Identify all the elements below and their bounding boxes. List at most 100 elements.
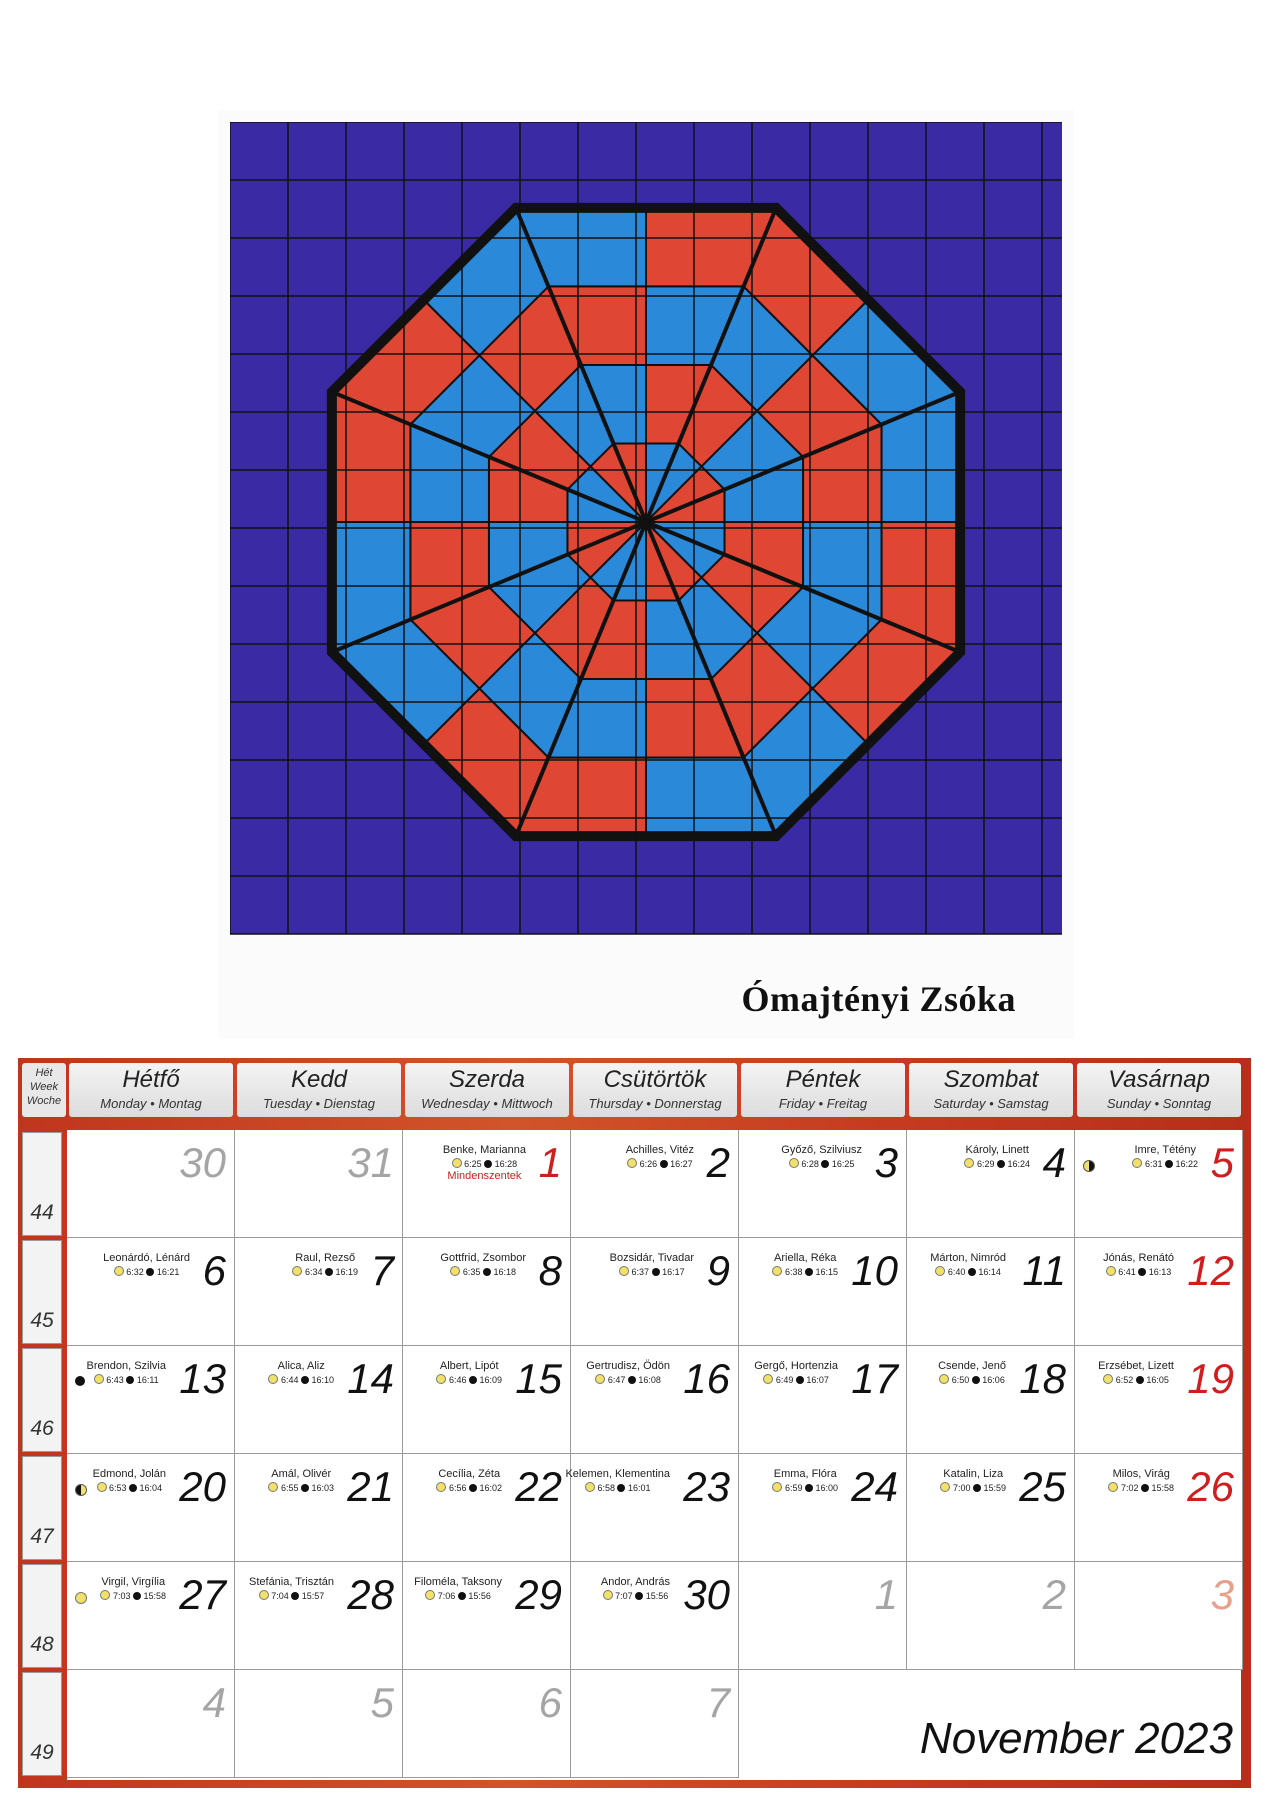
day-cell[interactable]: 30 Andor, András 7:07 15:56: [571, 1562, 739, 1670]
sunrise-icon: [100, 1590, 111, 1600]
day-cell[interactable]: 3: [1075, 1562, 1243, 1670]
sunrise-time: 7:04: [268, 1591, 292, 1601]
week-column-header: Hét Week Woche: [22, 1063, 66, 1117]
name-day-text: Katalin, Liza: [943, 1468, 1004, 1480]
sunset-time: 15:56: [643, 1591, 669, 1601]
day-number: 30: [179, 1139, 226, 1186]
sunrise-icon: [113, 1266, 124, 1276]
day-cell[interactable]: 24 Emma, Flóra 6:59 16:00: [739, 1454, 907, 1562]
day-cell[interactable]: 28 Stefánia, Trisztán 7:04 15:57: [235, 1562, 403, 1670]
week-label-de: Woche: [26, 1095, 62, 1107]
sunset-icon: [1164, 1160, 1173, 1168]
sunrise-icon: [939, 1374, 950, 1384]
day-cell[interactable]: 29 Filoméla, Taksony 7:06 15:56: [403, 1562, 571, 1670]
day-cell[interactable]: 27 Virgil, Virgília 7:03 15:58: [67, 1562, 235, 1670]
day-header-6: Vasárnap Sunday • Sonntag: [1077, 1063, 1241, 1117]
day-cell[interactable]: 15 Albert, Lipót 6:46 16:09: [403, 1346, 571, 1454]
sunrise-time: 6:40: [945, 1267, 968, 1277]
day-cell[interactable]: 7: [571, 1670, 739, 1778]
sunset-time: 15:57: [299, 1591, 325, 1601]
sunset-time: 16:24: [1004, 1159, 1030, 1169]
week-label-en: Week: [30, 1081, 58, 1093]
sunrise-time: 6:49: [773, 1375, 796, 1385]
calendar-grid: 30 31 1 Benke, Marianna 6:25 16:28 Mindensze…: [67, 1130, 1243, 1780]
day-cell[interactable]: 9 Bozsidár, Tivadar 6:37 16:17: [571, 1238, 739, 1346]
month-title: November 2023: [919, 1714, 1233, 1763]
day-cell[interactable]: 1: [739, 1562, 907, 1670]
day-number: 11: [1022, 1247, 1066, 1294]
sunrise-time: 6:55: [278, 1483, 301, 1493]
sunrise-time: 6:44: [278, 1375, 301, 1385]
name-day: Achilles, Vitéz 6:26 16:27: [626, 1144, 694, 1169]
day-cell[interactable]: 5: [235, 1670, 403, 1778]
day-cell[interactable]: 13 Brendon, Szilvia 6:43 16:11: [67, 1346, 235, 1454]
day-cell[interactable]: 12 Jónás, Renátó 6:41 16:13: [1075, 1238, 1243, 1346]
day-number: 15: [515, 1355, 562, 1402]
day-number: 4: [1042, 1139, 1066, 1186]
sun-times: 6:29 16:24: [964, 1158, 1030, 1169]
art-spoke: [644, 521, 778, 837]
sunset-icon: [627, 1376, 636, 1384]
sun-times: 6:26 16:27: [626, 1158, 694, 1169]
day-cell[interactable]: 16 Gertrudisz, Ödön 6:47 16:08: [571, 1346, 739, 1454]
sunrise-icon: [425, 1590, 436, 1600]
day-cell[interactable]: 20 Edmond, Jolán 6:53 16:04: [67, 1454, 235, 1562]
name-day-text: Milos, Virág: [1112, 1468, 1170, 1480]
day-cell[interactable]: 2 Achilles, Vitéz 6:26 16:27: [571, 1130, 739, 1238]
sunset-time: 16:13: [1146, 1267, 1172, 1277]
day-cell[interactable]: 26 Milos, Virág 7:02 15:58: [1075, 1454, 1243, 1562]
day-cell[interactable]: 6 Leonárdó, Lénárd 6:32 16:21: [67, 1238, 235, 1346]
sunrise-icon: [602, 1590, 613, 1600]
day-number: 6: [538, 1679, 562, 1726]
day-cell[interactable]: 10 Ariella, Réka 6:38 16:15: [739, 1238, 907, 1346]
sunset-icon: [651, 1268, 660, 1276]
sun-times: 6:40 16:14: [930, 1266, 1006, 1277]
day-cell[interactable]: 23 Kelemen, Klementina 6:58 16:01: [565, 1454, 739, 1562]
artwork-drawing: [230, 122, 1062, 935]
sunrise-time: 6:35: [460, 1267, 483, 1277]
day-cell[interactable]: 1 Benke, Marianna 6:25 16:28 Mindenszentek: [403, 1130, 571, 1238]
day-cell[interactable]: 6: [403, 1670, 571, 1778]
day-cell[interactable]: 30: [67, 1130, 235, 1238]
sunrise-time: 6:47: [605, 1375, 628, 1385]
sunrise-icon: [292, 1266, 303, 1276]
name-day-text: Gertrudisz, Ödön: [586, 1360, 670, 1372]
day-cell[interactable]: 31: [235, 1130, 403, 1238]
sunset-time: 16:09: [476, 1375, 502, 1385]
day-number: 25: [1019, 1463, 1066, 1510]
sunset-icon: [457, 1592, 466, 1600]
name-day-text: Erzsébet, Lizett: [1098, 1360, 1174, 1372]
day-cell[interactable]: 11 Márton, Nimród 6:40 16:14: [907, 1238, 1075, 1346]
sun-times: 6:37 16:17: [610, 1266, 694, 1277]
day-cell[interactable]: 17 Gergő, Hortenzia 6:49 16:07: [739, 1346, 907, 1454]
day-number: 27: [179, 1571, 226, 1618]
sunrise-time: 6:29: [974, 1159, 997, 1169]
day-cell[interactable]: 8 Gottfrid, Zsombor 6:35 16:18: [403, 1238, 571, 1346]
day-cell[interactable]: 18 Csende, Jenő 6:50 16:06: [907, 1346, 1075, 1454]
day-cell[interactable]: 4: [67, 1670, 235, 1778]
day-cell[interactable]: 22 Cecília, Zéta 6:56 16:02: [403, 1454, 571, 1562]
sunset-icon: [484, 1160, 493, 1168]
week-number: 45: [22, 1240, 62, 1344]
sunrise-icon: [96, 1482, 107, 1492]
day-cell[interactable]: 5 Imre, Tétény 6:31 16:22: [1075, 1130, 1243, 1238]
day-number: 3: [874, 1139, 898, 1186]
week-label-hu: Hét: [35, 1067, 53, 1079]
sunrise-time: 7:06: [435, 1591, 458, 1601]
sunset-icon: [659, 1160, 668, 1168]
day-cell[interactable]: 21 Amál, Olivér 6:55 16:03: [235, 1454, 403, 1562]
sunset-time: 15:59: [980, 1483, 1006, 1493]
day-cell[interactable]: 2: [907, 1562, 1075, 1670]
day-cell[interactable]: 19 Erzsébet, Lizett 6:52 16:05: [1075, 1346, 1243, 1454]
day-cell[interactable]: 3 Győző, Szilviusz 6:28 16:25: [739, 1130, 907, 1238]
sunset-icon: [972, 1484, 981, 1492]
day-number: 18: [1019, 1355, 1066, 1402]
day-cell[interactable]: 14 Alica, Aliz 6:44 16:10: [235, 1346, 403, 1454]
day-cell[interactable]: 7 Raul, Rezső 6:34 16:19: [235, 1238, 403, 1346]
sun-times: 6:32 16:21: [103, 1266, 190, 1277]
day-name-translation: Thursday • Donnerstag: [588, 1096, 722, 1111]
day-header-1: Kedd Tuesday • Dienstag: [237, 1063, 401, 1117]
day-cell[interactable]: 25 Katalin, Liza 7:00 15:59: [907, 1454, 1075, 1562]
day-number: 1: [538, 1139, 562, 1186]
day-cell[interactable]: 4 Károly, Linett 6:29 16:24: [907, 1130, 1075, 1238]
